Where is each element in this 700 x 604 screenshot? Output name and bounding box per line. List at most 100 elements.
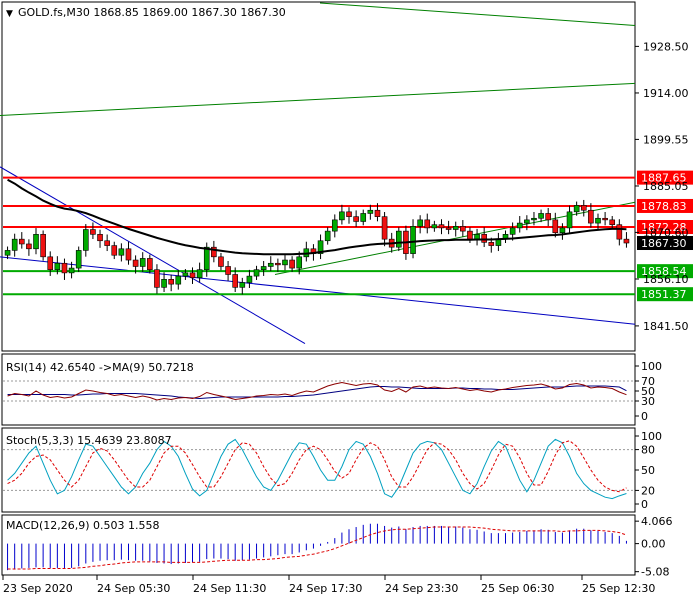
candle-body xyxy=(374,209,381,217)
level-price-tag xyxy=(637,220,693,235)
main-header-triangle: ▼ xyxy=(6,9,13,19)
candle-body xyxy=(509,227,516,235)
candle-body xyxy=(275,262,281,266)
price-axis-label: 1928.50 xyxy=(643,40,689,53)
candle-body xyxy=(132,259,139,267)
time-axis-label: 25 Sep 12:30 xyxy=(582,582,655,595)
candle-body xyxy=(161,279,167,288)
main-panel-header: GOLD.fs,M30 1868.85 1869.00 1867.30 1867… xyxy=(18,6,286,19)
candle-body xyxy=(168,279,174,285)
candle-body xyxy=(623,238,630,244)
rsi-axis-label: 70 xyxy=(641,375,655,388)
candle-body xyxy=(424,219,431,229)
candle-body xyxy=(90,229,96,235)
time-axis-label: 24 Sep 17:30 xyxy=(289,582,362,595)
candle-body xyxy=(616,224,623,240)
candle-body xyxy=(445,227,452,230)
rsi-axis-label: 100 xyxy=(641,360,662,373)
candle-body xyxy=(154,269,160,288)
candle-body xyxy=(282,259,288,266)
candle-body xyxy=(324,230,331,242)
candle-body xyxy=(339,211,345,221)
time-axis-label: 25 Sep 06:30 xyxy=(481,582,554,595)
candle-body xyxy=(139,258,146,267)
price-axis-label: 1885.05 xyxy=(643,180,689,193)
candle-body xyxy=(410,226,416,254)
candle-body xyxy=(488,242,495,246)
time-axis-label: 24 Sep 05:30 xyxy=(97,582,170,595)
macd-layer xyxy=(7,523,627,571)
candle-body xyxy=(331,219,338,232)
stoch-axis-label: 20 xyxy=(641,484,655,497)
candle-body xyxy=(203,246,210,270)
candle-body xyxy=(566,211,573,229)
candle-body xyxy=(211,246,217,258)
macd-panel-header: MACD(12,26,9) 0.503 1.558 xyxy=(6,519,160,532)
candle-body xyxy=(75,250,82,269)
candle-body xyxy=(239,282,246,288)
candle-body xyxy=(83,229,89,251)
candle-body xyxy=(296,256,303,269)
candle-body xyxy=(588,209,594,224)
rsi-ma-line xyxy=(7,385,627,400)
main-price-layer xyxy=(0,2,636,345)
candle-body xyxy=(360,213,367,222)
candle-body xyxy=(225,266,231,275)
macd-axis-label: -5.08 xyxy=(641,566,669,579)
candle-body xyxy=(260,266,267,270)
candle-body xyxy=(524,219,530,224)
candle-body xyxy=(111,245,118,256)
current-price-label: 1867.30 xyxy=(641,237,687,250)
candle-body xyxy=(602,217,608,221)
price-axis-label: 1914.00 xyxy=(643,87,689,100)
rsi-panel-header: RSI(14) 42.6540 ->MA(9) 50.7218 xyxy=(6,361,194,374)
macd-panel-frame[interactable] xyxy=(1,514,636,576)
candle-body xyxy=(595,217,601,224)
candle-body xyxy=(467,230,473,240)
rsi-axis-label: 0 xyxy=(641,410,648,423)
candle-body xyxy=(353,216,359,222)
stoch-axis-label: 100 xyxy=(641,430,662,443)
candle-body xyxy=(516,222,523,229)
candle-body xyxy=(381,216,388,240)
main-panel-frame[interactable] xyxy=(1,1,636,352)
rsi-axis-label: 50 xyxy=(641,385,655,398)
upper-trendline-1 xyxy=(319,2,636,26)
stoch-main-line xyxy=(7,438,627,500)
price-axis-label: 1856.10 xyxy=(643,273,689,286)
candle-body xyxy=(552,219,559,234)
candle-body xyxy=(40,234,46,258)
rsi-axis-label: 30 xyxy=(641,395,655,408)
current-price-tag xyxy=(637,236,693,251)
stoch-axis-label: 50 xyxy=(641,464,655,477)
stoch-panel-header: Stoch(5,3,3) 15.4639 23.8087 xyxy=(6,434,172,447)
stoch-axis-label: 80 xyxy=(641,444,655,457)
candle-body xyxy=(531,217,537,221)
macd-axis-label: 4.066 xyxy=(641,515,673,528)
level-price-tag xyxy=(637,170,693,185)
level-price-label: 1887.65 xyxy=(641,172,687,185)
candle-body xyxy=(61,262,68,274)
price-axis-label: 1899.55 xyxy=(643,133,689,146)
candle-body xyxy=(396,230,402,248)
candle-body xyxy=(559,227,566,234)
candle-body xyxy=(545,213,551,221)
candle-body xyxy=(182,272,189,277)
candle-body xyxy=(33,234,39,250)
level-price-label: 1878.83 xyxy=(641,200,687,213)
candle-body xyxy=(289,259,295,269)
channel-line-upper xyxy=(0,166,306,345)
candle-body xyxy=(246,275,253,283)
candle-body xyxy=(196,269,203,279)
candle-body xyxy=(267,262,274,267)
rsi-panel-frame[interactable] xyxy=(1,353,636,426)
candle-body xyxy=(104,240,110,246)
candle-body xyxy=(97,234,103,242)
candle-body xyxy=(346,211,352,217)
upper-trendline-2 xyxy=(0,82,636,116)
candle-body xyxy=(11,238,18,251)
channel-line-lower xyxy=(0,256,636,325)
candle-body xyxy=(580,205,587,211)
axis-layer: 1887.65 1878.83 1872.28 1858.54 1851.37 1928.… xyxy=(2,40,693,595)
